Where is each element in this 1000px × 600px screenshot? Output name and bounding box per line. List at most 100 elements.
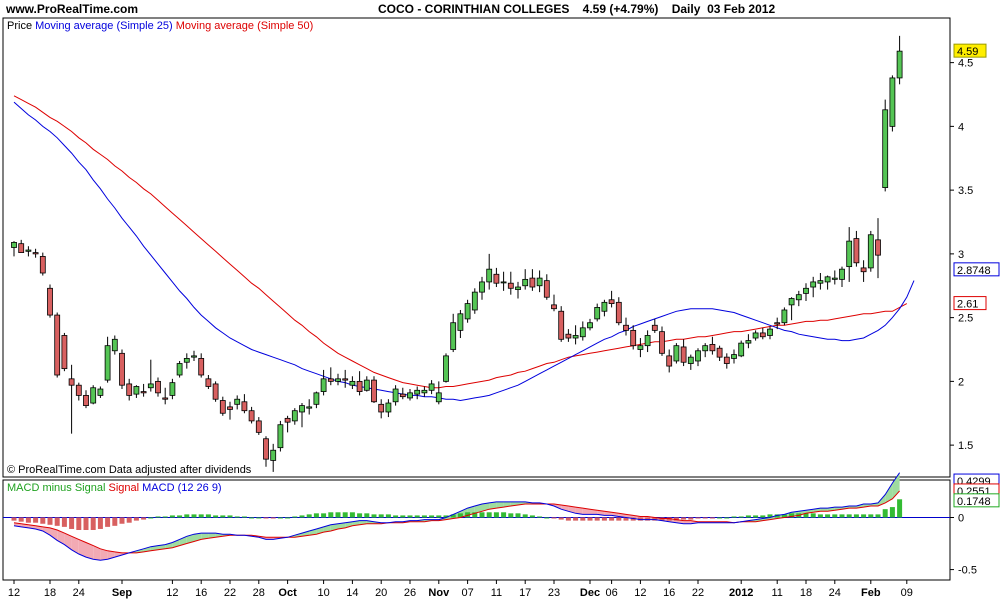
chart-title: COCO - CORINTHIAN COLLEGES 4.59 (+4.79%)…: [378, 2, 776, 16]
macd-fill-band: [266, 537, 274, 540]
candle-body: [587, 322, 593, 329]
candle-body: [61, 335, 68, 370]
macd-hist-bar: [292, 516, 298, 518]
candle-body: [320, 378, 327, 392]
macd-hist-bar: [702, 517, 708, 519]
candle-body: [435, 392, 442, 403]
candle-body: [299, 405, 305, 413]
candle-body: [183, 358, 190, 363]
macd-hist-bar: [436, 515, 442, 518]
macd-hist-bar: [112, 517, 118, 526]
x-tick-label: 26: [404, 587, 416, 599]
macd-line: [13, 472, 901, 561]
macd-hist-bar: [868, 514, 874, 518]
macd-hist-bar: [882, 509, 888, 518]
candle-body: [558, 310, 565, 340]
candle-body: [738, 342, 745, 357]
x-tick-label: Sep: [112, 587, 132, 599]
candle-body: [637, 345, 644, 350]
candle-body: [119, 352, 125, 386]
legend-price: Price: [7, 20, 33, 32]
macd-hist-bar: [371, 514, 377, 518]
candle-body: [723, 356, 730, 364]
macd-hist-bar: [681, 517, 687, 520]
macd-hist-bar: [400, 515, 406, 518]
candle-body: [522, 278, 529, 287]
macd-hist-bar: [270, 517, 276, 519]
ma25-value-label: 2.8748: [957, 265, 991, 277]
candle-body: [399, 393, 406, 398]
x-tick-label: Feb: [861, 587, 881, 599]
macd-hist-bar: [191, 514, 197, 518]
candle-body: [875, 239, 881, 256]
macd-hist-bar: [443, 515, 449, 518]
macd-hist-bar: [349, 512, 355, 518]
candle-body: [421, 389, 428, 394]
macd-hist-bar: [738, 516, 744, 518]
macd-hist-bar: [162, 516, 168, 518]
macd-hist-bar: [33, 517, 39, 523]
candle-body: [615, 301, 622, 324]
candle-body: [363, 379, 370, 391]
macd-hist-bar: [601, 517, 607, 521]
macd-fill-band: [100, 548, 108, 561]
macd-hist-bar: [573, 517, 579, 521]
macd-fill-band: [496, 501, 504, 509]
macd-hist-bar: [515, 513, 521, 518]
x-tick-label: 22: [224, 587, 236, 599]
candle-body: [378, 403, 385, 413]
x-tick-label: 07: [461, 587, 473, 599]
candle-body: [147, 383, 154, 389]
macd-hist-bar: [781, 514, 787, 518]
candle-body: [169, 382, 176, 396]
candle-body: [407, 392, 413, 399]
candle-body: [507, 282, 514, 289]
candle-body: [32, 252, 39, 255]
candle-body: [284, 417, 291, 423]
candle-body: [47, 287, 53, 316]
site-name[interactable]: www.ProRealTime.com: [6, 2, 139, 16]
macd-fill-band: [35, 525, 43, 532]
macd-fill-band: [71, 536, 79, 554]
macd-fill-band: [489, 501, 497, 510]
candle-body: [255, 420, 262, 433]
x-tick-label: 16: [663, 587, 675, 599]
candle-body: [75, 384, 82, 396]
macd-hist-bar: [609, 517, 615, 521]
candle-body: [176, 363, 183, 376]
macd-hist-bar: [565, 517, 571, 521]
ma50-line: [13, 95, 908, 389]
candle-body: [853, 238, 860, 264]
macd-hist-bar: [486, 512, 492, 518]
macd-hist-bar: [342, 512, 348, 518]
macd-hist-bar: [105, 517, 111, 527]
x-tick-label: 28: [253, 587, 265, 599]
price-y-tick-label: 1.5: [958, 440, 973, 452]
macd-hist-bar: [11, 517, 17, 521]
macd-hist-bar: [299, 515, 305, 518]
candle-body: [817, 280, 824, 284]
macd-hist-bar: [205, 514, 211, 518]
candle-body: [572, 335, 579, 339]
candle-body: [68, 378, 75, 386]
macd-hist-bar: [177, 515, 183, 518]
candle-body: [104, 345, 111, 381]
macd-hist-bar: [90, 517, 96, 530]
candle-body: [140, 391, 147, 394]
last-price-label: 4.59: [957, 46, 978, 58]
candle-body: [774, 322, 781, 325]
macd-hist-bar: [198, 514, 204, 518]
candle-body: [795, 294, 802, 301]
candle-body: [486, 268, 493, 283]
macd-hist-bar: [133, 517, 139, 521]
candle-body: [579, 327, 586, 338]
macd-hist-bar: [385, 514, 391, 518]
candle-body: [666, 355, 673, 367]
price-legend: Price Moving average (Simple 25) Moving …: [7, 20, 313, 32]
macd-hist-bar: [688, 517, 694, 520]
candle-body: [277, 424, 284, 449]
candle-body: [601, 301, 608, 312]
macd-hist-bar: [774, 514, 780, 518]
x-tick-label: 24: [73, 587, 85, 599]
